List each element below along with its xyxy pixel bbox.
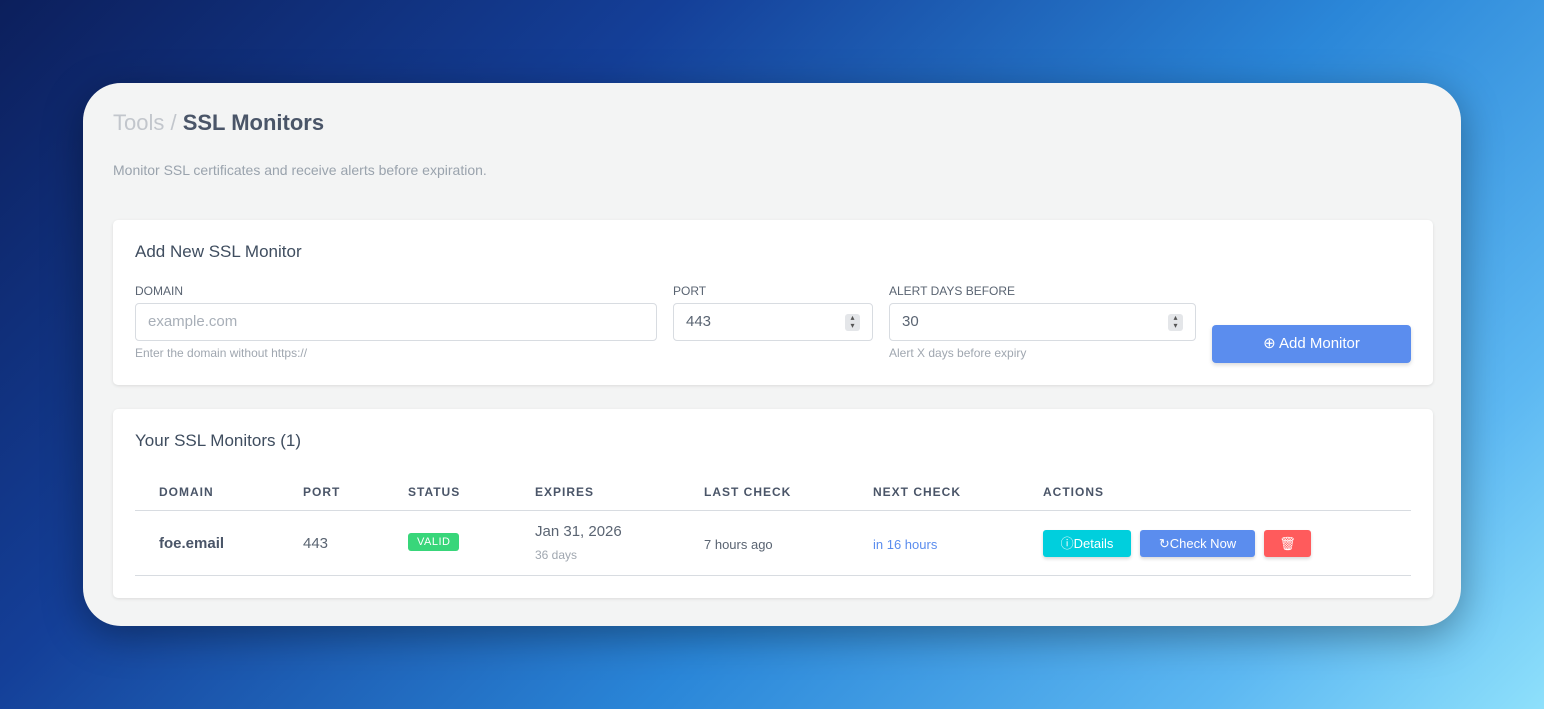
add-monitor-card: Add New SSL Monitor DOMAIN example.com E… — [113, 220, 1433, 385]
details-button[interactable]: ⓘDetails — [1043, 530, 1131, 557]
refresh-icon: ↻ — [1158, 536, 1170, 551]
card-title: Add New SSL Monitor — [135, 242, 302, 261]
details-label: Details — [1073, 536, 1114, 551]
plus-circle-icon: ⊕ — [1263, 335, 1276, 352]
delete-button[interactable]: 🗑 — [1264, 530, 1311, 557]
breadcrumb: Tools / SSL Monitors — [113, 110, 324, 136]
monitors-card: Your SSL Monitors (1) DOMAIN PORT STATUS… — [113, 409, 1433, 598]
info-icon: ⓘ — [1060, 536, 1074, 551]
domain-help: Enter the domain without https:// — [135, 346, 308, 360]
col-last-check: LAST CHECK — [704, 485, 792, 499]
last-check-cell: 7 hours ago — [704, 537, 773, 552]
alert-days-value: 30 — [902, 313, 919, 330]
expires-in: 36 days — [535, 548, 578, 562]
alert-days-label: ALERT DAYS BEFORE — [889, 284, 1016, 298]
col-port: PORT — [303, 485, 341, 499]
add-monitor-label: Add Monitor — [1279, 335, 1360, 352]
domain-cell: foe.email — [159, 535, 225, 552]
col-status: STATUS — [408, 485, 461, 499]
page-title: SSL Monitors — [182, 110, 325, 135]
port-label: PORT — [673, 284, 707, 298]
breadcrumb-separator: / — [164, 110, 183, 135]
domain-label: DOMAIN — [135, 284, 183, 298]
col-domain: DOMAIN — [159, 485, 214, 499]
port-input[interactable]: 443 ▴ ▾ — [673, 303, 873, 341]
stepper-icon[interactable]: ▴ ▾ — [845, 314, 860, 331]
check-now-button[interactable]: ↻Check Now — [1140, 530, 1255, 557]
divider — [135, 510, 1411, 511]
stepper-icon[interactable]: ▴ ▾ — [1168, 314, 1183, 331]
trash-icon: 🗑 — [1279, 536, 1296, 551]
port-cell: 443 — [303, 535, 329, 552]
add-monitor-button[interactable]: ⊕ Add Monitor — [1212, 325, 1411, 363]
next-check-cell: in 16 hours — [873, 537, 938, 552]
card-title: Your SSL Monitors (1) — [135, 431, 301, 450]
port-value: 443 — [686, 313, 712, 330]
divider — [135, 575, 1411, 576]
alert-days-help: Alert X days before expiry — [889, 346, 1027, 360]
alert-days-input[interactable]: 30 ▴ ▾ — [889, 303, 1196, 341]
breadcrumb-parent[interactable]: Tools — [113, 110, 165, 135]
domain-input[interactable]: example.com — [135, 303, 657, 341]
col-next-check: NEXT CHECK — [873, 485, 962, 499]
col-actions: ACTIONS — [1043, 485, 1104, 499]
col-expires: EXPIRES — [535, 485, 595, 499]
expires-date: Jan 31, 2026 — [535, 523, 622, 540]
check-now-label: Check Now — [1169, 536, 1237, 551]
app-window: Tools / SSL Monitors Monitor SSL certifi… — [83, 83, 1461, 626]
status-badge: VALID — [408, 533, 460, 551]
page-subtitle: Monitor SSL certificates and receive ale… — [113, 162, 487, 178]
